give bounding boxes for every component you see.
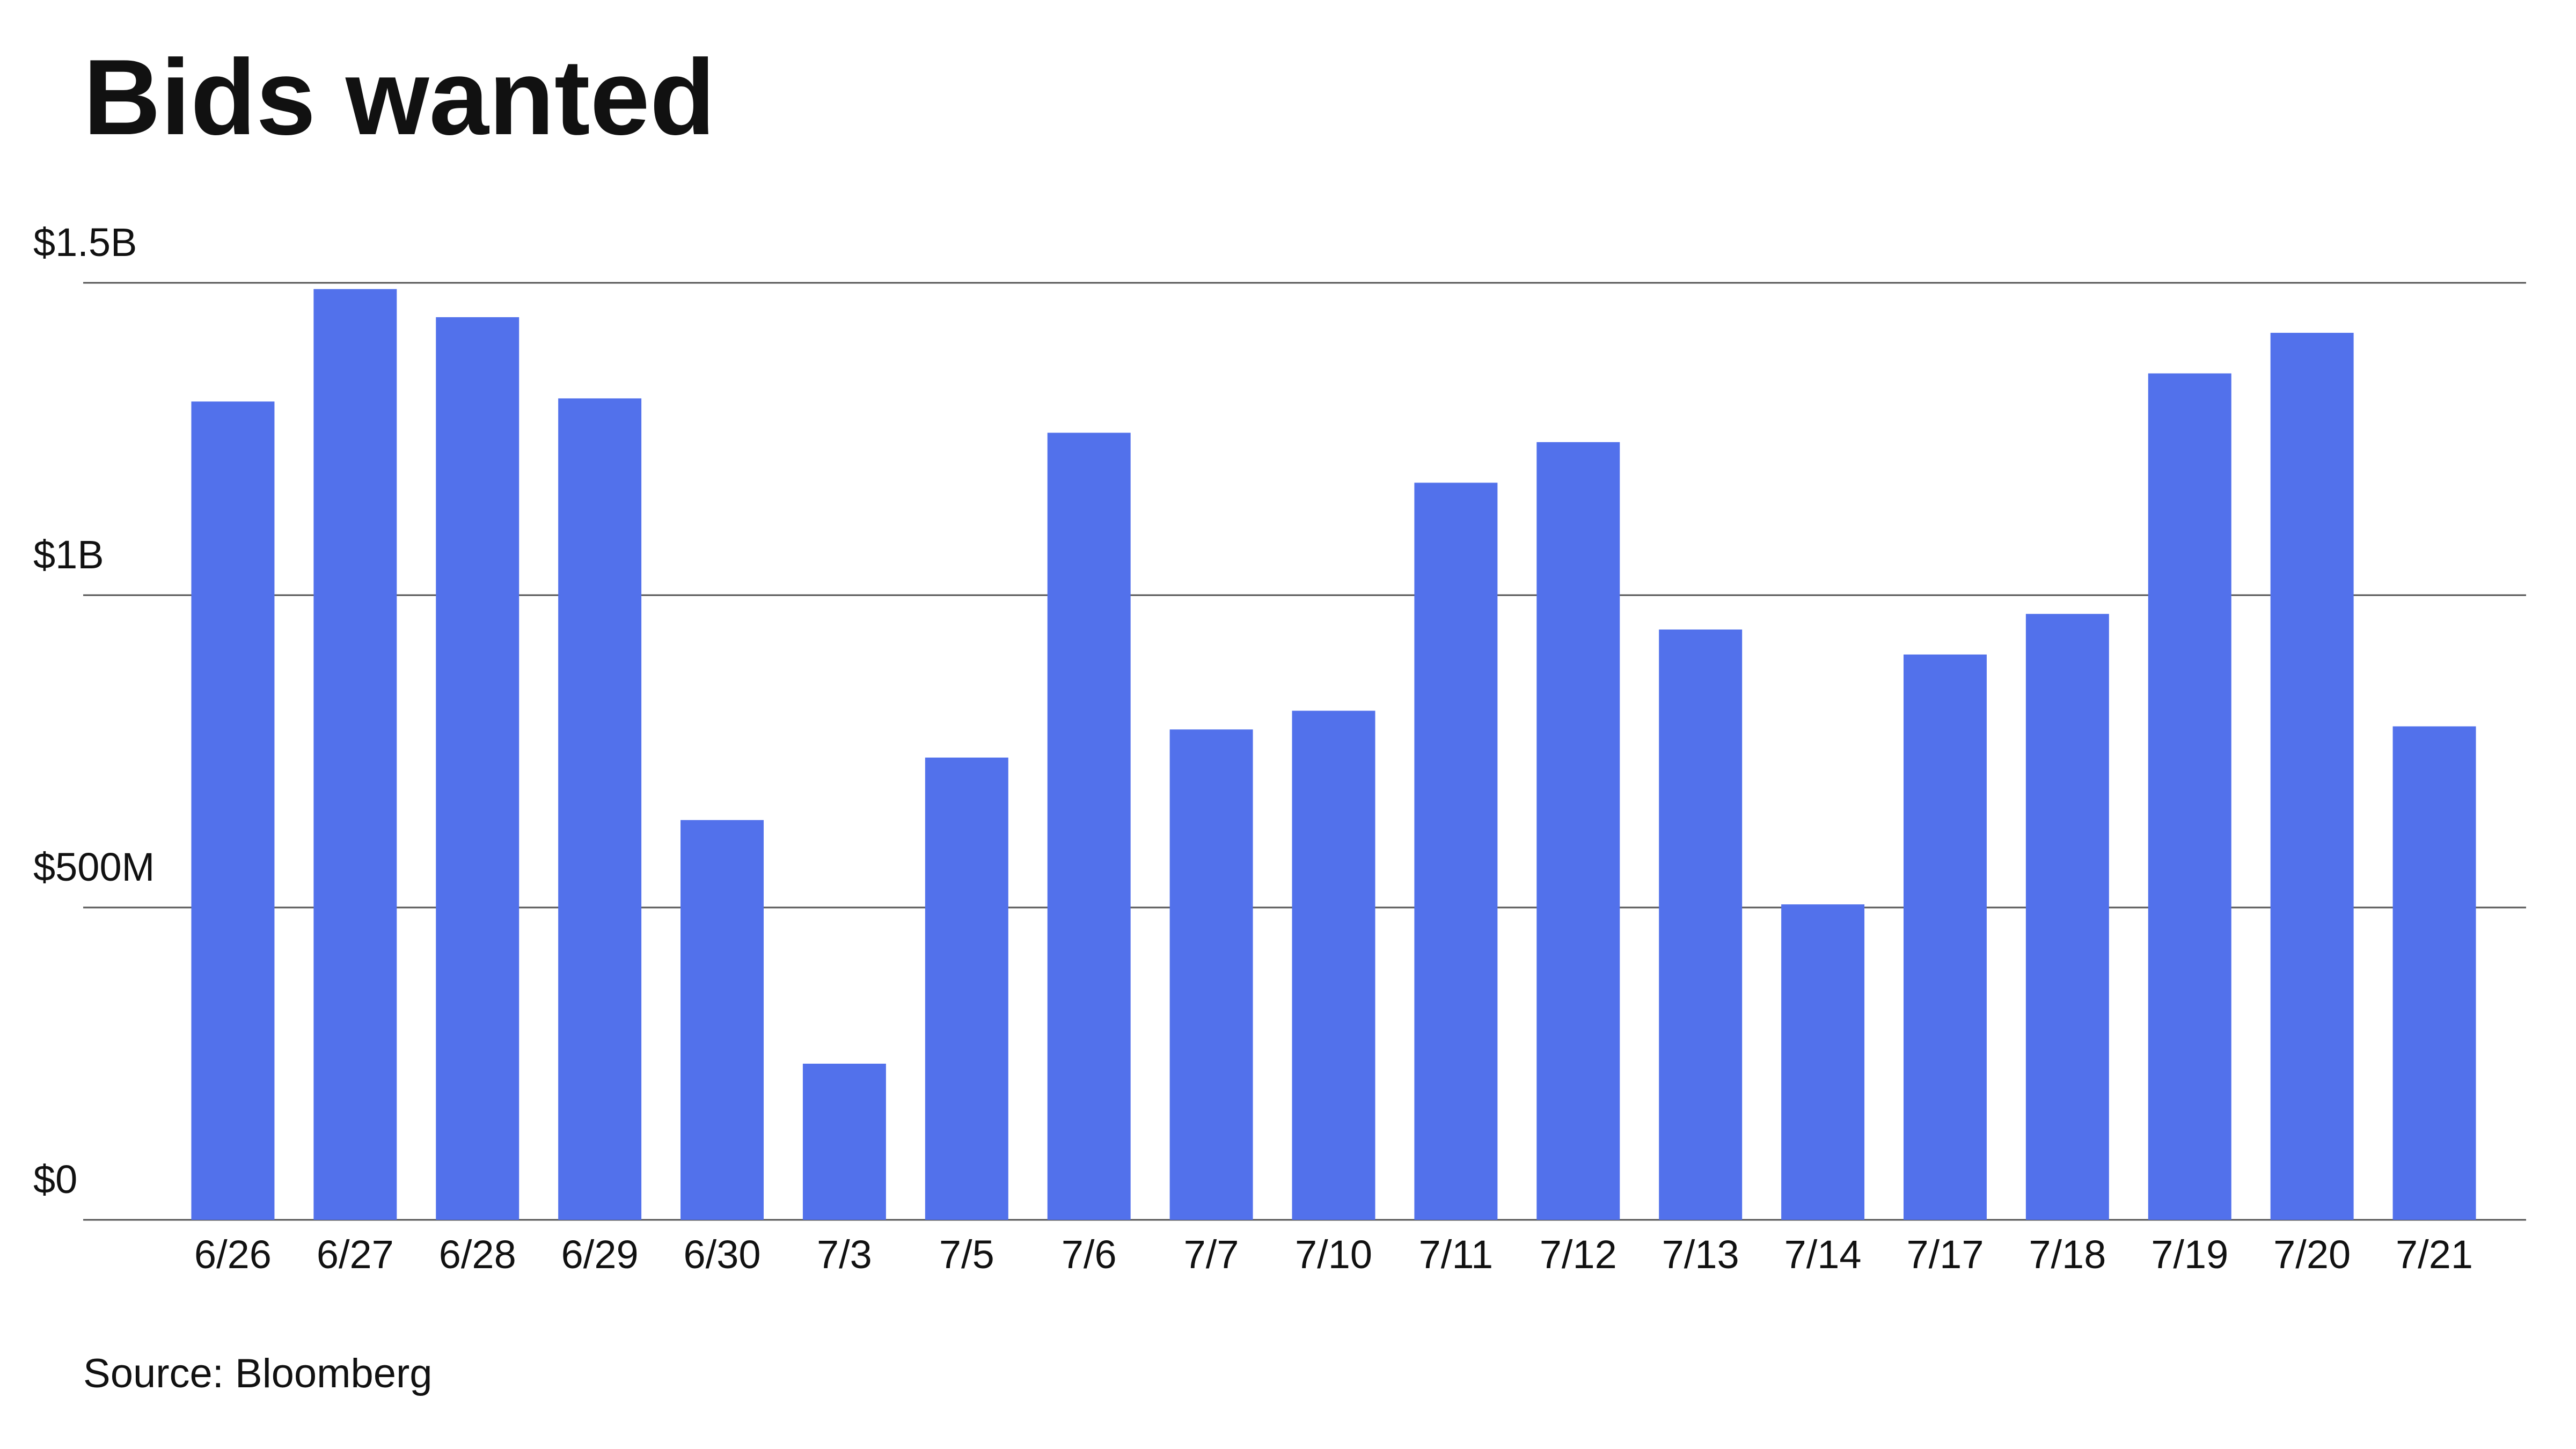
bar — [680, 820, 764, 1220]
x-tick-label: 7/6 — [1062, 1232, 1117, 1277]
chart-title: Bids wanted — [83, 38, 715, 157]
x-tick-label: 7/17 — [1906, 1232, 1984, 1277]
bar — [2148, 373, 2231, 1220]
x-tick-label: 6/30 — [684, 1232, 761, 1277]
x-tick-label: 7/18 — [2029, 1232, 2106, 1277]
bar — [802, 1064, 886, 1220]
bar — [1659, 630, 1743, 1220]
bar — [191, 401, 275, 1220]
bar — [1169, 729, 1253, 1220]
x-tick-label: 7/20 — [2273, 1232, 2351, 1277]
x-tick-label: 6/26 — [194, 1232, 272, 1277]
x-tick-label: 7/5 — [939, 1232, 994, 1277]
bar — [2392, 726, 2476, 1220]
x-tick-label: 7/21 — [2396, 1232, 2473, 1277]
bar — [313, 289, 397, 1220]
bar — [436, 317, 519, 1220]
bar — [1536, 442, 1620, 1220]
bar — [1781, 904, 1865, 1220]
y-tick-label: $1B — [33, 532, 104, 577]
bar — [1903, 654, 1987, 1220]
x-tick-label: 6/27 — [317, 1232, 394, 1277]
x-tick-label: 7/10 — [1295, 1232, 1372, 1277]
bar — [2025, 613, 2109, 1220]
x-tick-label: 7/19 — [2151, 1232, 2228, 1277]
y-tick-label: $1.5B — [33, 220, 137, 265]
x-tick-label: 7/14 — [1784, 1232, 1862, 1277]
x-tick-label: 6/28 — [439, 1232, 516, 1277]
bar — [1414, 482, 1498, 1220]
bar — [558, 398, 642, 1220]
x-tick-label: 7/13 — [1662, 1232, 1739, 1277]
bar — [2270, 333, 2354, 1220]
bar — [1047, 433, 1131, 1220]
x-tick-label: 7/3 — [817, 1232, 872, 1277]
x-tick-label: 7/11 — [1419, 1232, 1494, 1277]
bar — [925, 757, 1008, 1220]
source-note: Source: Bloomberg — [83, 1351, 433, 1396]
x-tick-label: 6/29 — [561, 1232, 639, 1277]
y-tick-label: $500M — [33, 845, 155, 889]
x-tick-label: 7/7 — [1184, 1232, 1239, 1277]
y-tick-label: $0 — [33, 1157, 77, 1202]
x-tick-label: 7/12 — [1540, 1232, 1617, 1277]
bar — [1292, 711, 1375, 1220]
